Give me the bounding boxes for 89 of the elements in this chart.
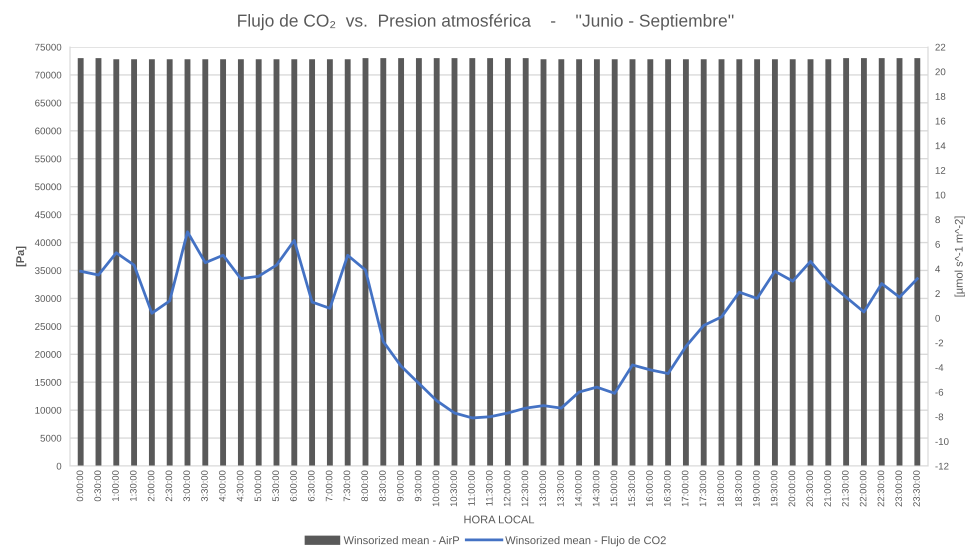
y-tick-label: 50000 (35, 183, 62, 190)
chart-title: Flujo de CO₂ vs. Presion atmosférica - ''Junio - Septiembre'' (238, 14, 734, 30)
y2-tick-label: 18 (936, 93, 946, 100)
x-tick-label: 10:30:00 (450, 470, 458, 506)
y2-tick-label: -2 (935, 340, 944, 346)
y-tick-label: 60000 (35, 128, 62, 134)
y2-tick-label: 4 (935, 266, 940, 272)
y2-tick-label: 22 (935, 44, 946, 51)
x-tick-label: 11:00:00 (468, 470, 475, 506)
x-tick-label: 20:30:00 (806, 470, 814, 506)
x-tick-label: 19:30:00 (770, 470, 778, 506)
x-tick-label: 20:00:00 (788, 470, 796, 506)
x-tick-label: 17:30:00 (700, 470, 706, 506)
x-tick-label: 23:00:00 (895, 470, 902, 506)
y2-tick-label: 8 (935, 216, 940, 224)
x-tick-label: 0:30:00 (94, 470, 102, 502)
y-tick-label: 20000 (35, 351, 62, 358)
y-tick-label: 15000 (35, 378, 62, 386)
x-tick-label: 18:30:00 (735, 470, 742, 506)
y2-tick-label: -8 (935, 413, 944, 420)
x-tick-label: 23:30:00 (913, 470, 920, 506)
x-tick-label: 5:00:00 (254, 470, 262, 502)
x-axis-title: HORA LOCAL (464, 516, 534, 524)
x-tick-label: 0:00:00 (76, 470, 84, 502)
legend-label: Winsorized mean - Flujo de CO2 (505, 536, 666, 546)
y-tick-label: 35000 (35, 267, 62, 274)
x-tick-label: 12:00:00 (504, 470, 510, 506)
x-tick-label: 4:00:00 (218, 470, 226, 502)
y2-axis-title: [µmol s^-1 m^-2] (954, 216, 965, 297)
y-tick-label: 30000 (35, 295, 62, 302)
x-tick-label: 10:00:00 (432, 470, 440, 506)
x-tick-label: 3:30:00 (201, 470, 208, 502)
x-tick-label: 21:30:00 (842, 470, 849, 506)
x-tick-label: 4:30:00 (236, 470, 244, 502)
x-tick-label: 22:00:00 (860, 470, 866, 506)
x-tick-label: 6:30:00 (308, 470, 315, 502)
y-tick-label: 55000 (35, 155, 62, 162)
x-tick-label: 13:00:00 (539, 470, 546, 506)
x-tick-label: 14:30:00 (592, 470, 600, 506)
x-tick-label: 7:30:00 (344, 470, 350, 502)
y-tick-label: 10000 (35, 406, 62, 414)
x-tick-label: 19:00:00 (752, 470, 760, 506)
y2-tick-label: 0 (935, 314, 940, 322)
x-tick-label: 5:30:00 (272, 470, 280, 502)
x-tick-label: 13:30:00 (557, 470, 564, 506)
line-series (79, 230, 919, 420)
y2-tick-label: -6 (935, 388, 944, 396)
x-tick-label: 2:30:00 (166, 470, 172, 502)
x-tick-label: 6:00:00 (290, 470, 297, 502)
y2-tick-label: 2 (935, 290, 940, 297)
x-tick-label: 1:00:00 (112, 470, 119, 501)
x-tick-label: 17:00:00 (682, 470, 688, 506)
y2-tick-label: -12 (935, 462, 949, 470)
y2-tick-label: 6 (935, 240, 940, 248)
y-tick-label: 0 (56, 462, 62, 470)
x-tick-label: 12:30:00 (522, 470, 528, 506)
y-tick-label: 5000 (40, 434, 62, 442)
y2-tick-label: 20 (935, 68, 946, 76)
x-tick-label: 11:30:00 (486, 470, 493, 506)
x-tick-label: 2:00:00 (148, 470, 154, 502)
x-tick-label: 18:00:00 (717, 470, 724, 506)
x-tick-label: 16:00:00 (646, 470, 653, 506)
x-tick-label: 9:00:00 (396, 470, 404, 502)
x-tick-label: 15:30:00 (628, 470, 636, 506)
y-tick-label: 70000 (35, 72, 62, 79)
x-tick-label: 21:00:00 (824, 470, 831, 506)
y2-tick-label: -4 (935, 364, 944, 371)
y-tick-label: 75000 (35, 44, 62, 51)
y-tick-label: 65000 (35, 100, 62, 106)
y-axis-title: [Pa] (16, 246, 26, 266)
x-tick-label: 14:00:00 (574, 470, 582, 506)
x-tick-label: 7:00:00 (326, 470, 332, 502)
x-tick-label: 8:30:00 (379, 470, 386, 502)
x-tick-label: 22:30:00 (878, 470, 884, 506)
x-tick-label: 8:00:00 (361, 470, 368, 502)
y-tick-label: 25000 (35, 323, 62, 330)
y2-tick-label: 10 (936, 192, 946, 198)
y2-tick-label: 16 (936, 118, 946, 125)
y2-tick-label: 14 (936, 142, 946, 150)
legend-label: Winsorized mean - AirP (344, 536, 460, 544)
x-tick-label: 3:00:00 (183, 470, 190, 502)
x-tick-label: 1:30:00 (130, 470, 137, 501)
y2-tick-label: -10 (935, 438, 949, 445)
x-tick-label: 16:30:00 (664, 470, 671, 506)
y-tick-label: 45000 (34, 211, 62, 218)
x-tick-label: 9:30:00 (414, 470, 422, 502)
y2-tick-label: 12 (936, 166, 946, 174)
x-tick-label: 15:00:00 (610, 470, 618, 506)
y-tick-label: 40000 (34, 239, 62, 246)
